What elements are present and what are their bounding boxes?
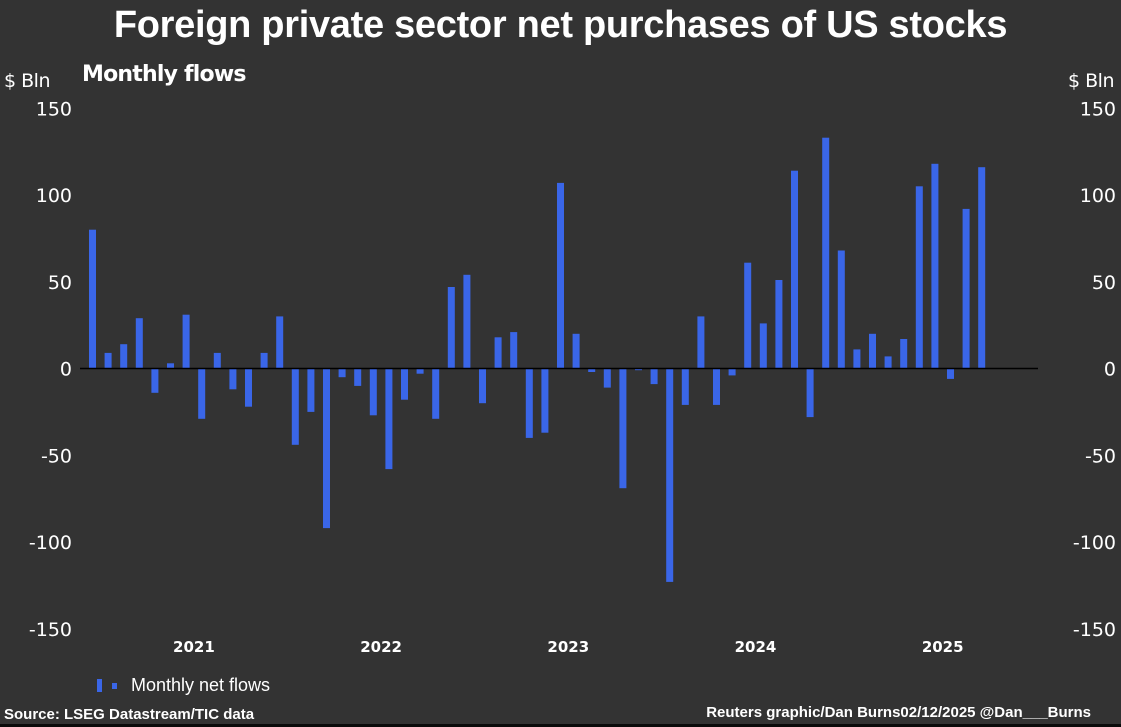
bar-2025-08 (962, 208, 970, 369)
x-tick-label-2025: 2025 (922, 638, 964, 656)
bar-2025-06 (931, 163, 939, 369)
bar-2025-01 (853, 349, 861, 369)
bar-2022-11 (447, 287, 455, 369)
bar-2024-08 (775, 280, 783, 369)
bar-2024-04 (713, 368, 720, 405)
bar-2021-12 (276, 316, 284, 369)
bar-2025-07 (947, 368, 954, 379)
bar-2024-06 (744, 262, 752, 369)
y-axis-left: 150 100 50 0 -50 -100 -150 (29, 98, 72, 641)
y-tick-label-right: 50 (1092, 272, 1116, 294)
bar-2023-11 (635, 368, 642, 371)
bar-2023-01 (479, 368, 486, 404)
bar-2021-07 (198, 368, 206, 419)
bar-2024-05 (728, 368, 736, 376)
bar-2023-07 (572, 333, 580, 369)
bar-2023-06 (557, 182, 564, 369)
bars-group (89, 137, 986, 582)
bar-2022-02 (307, 368, 315, 412)
y-tick-label-left: 150 (36, 98, 72, 120)
chart-title: Foreign private sector net purchases of … (113, 4, 1008, 46)
y-axis-unit-left: $ Bln (4, 70, 50, 92)
y-tick-label-right: -150 (1073, 619, 1116, 641)
y-tick-label-right: 100 (1080, 185, 1116, 207)
bar-2021-06 (182, 314, 190, 369)
bar-2022-07 (385, 368, 393, 470)
bar-2022-04 (338, 368, 346, 378)
y-tick-label-left: 50 (48, 272, 72, 294)
bar-2025-02 (869, 333, 876, 369)
x-axis: 2021 2022 2023 2024 2025 (173, 638, 964, 656)
bar-2025-05 (915, 186, 923, 369)
bar-2024-09 (791, 170, 798, 369)
bar-2023-08 (588, 368, 596, 372)
bar-2021-04 (151, 368, 159, 393)
y-tick-label-left: -150 (29, 619, 72, 641)
bar-2024-03 (697, 316, 705, 369)
legend: Monthly net flows (97, 675, 270, 696)
bar-2024-10 (806, 368, 814, 418)
y-tick-label-left: 100 (36, 185, 72, 207)
bar-2022-03 (323, 368, 330, 529)
bar-2024-02 (681, 368, 689, 405)
y-axis-right: 150 100 50 0 -50 -100 -150 (1073, 98, 1116, 641)
bar-2024-07 (759, 323, 767, 369)
legend-swatch-small-icon (112, 682, 117, 689)
bar-2025-09 (978, 167, 986, 369)
bottom-strip (0, 724, 1121, 727)
legend-swatch-icon (97, 679, 102, 692)
credit-note: Reuters graphic/Dan Burns02/12/2025 @Dan… (706, 704, 1091, 721)
source-note: Source: LSEG Datastream/TIC data (4, 706, 255, 723)
bar-2023-09 (603, 368, 611, 388)
bar-2021-09 (229, 368, 237, 390)
x-tick-label-2022: 2022 (360, 638, 402, 656)
bar-2021-05 (167, 363, 174, 369)
bar-2021-08 (213, 352, 221, 369)
bar-2022-08 (401, 368, 408, 400)
bar-2025-04 (900, 339, 908, 369)
bar-2021-11 (260, 352, 268, 369)
bar-2024-01 (666, 368, 674, 582)
bar-2023-10 (619, 368, 627, 489)
y-tick-label-left: -100 (29, 532, 72, 554)
bar-2023-04 (525, 368, 533, 438)
bar-2022-12 (463, 274, 471, 369)
y-tick-label-right: -50 (1085, 445, 1116, 467)
chart-subtitle: Monthly flows (82, 62, 246, 87)
y-axis-unit-right: $ Bln (1068, 70, 1114, 92)
y-tick-label-left: -50 (41, 445, 72, 467)
bar-2023-02 (494, 337, 502, 369)
y-tick-label-right: 150 (1080, 98, 1116, 120)
bar-2023-05 (541, 368, 549, 433)
bar-2023-03 (510, 332, 518, 369)
bar-2022-06 (369, 368, 377, 416)
y-tick-label-left: 0 (60, 359, 72, 381)
bar-2021-02 (120, 344, 128, 369)
bar-2022-09 (416, 368, 424, 374)
x-tick-label-2021: 2021 (173, 638, 215, 656)
bar-2022-10 (432, 368, 440, 419)
x-tick-label-2023: 2023 (547, 638, 589, 656)
x-tick-label-2024: 2024 (735, 638, 777, 656)
bar-2022-05 (354, 368, 362, 386)
y-tick-label-right: 0 (1104, 359, 1116, 381)
bar-2024-11 (822, 137, 830, 369)
bar-2021-01 (104, 352, 112, 369)
y-tick-label-right: -100 (1073, 532, 1116, 554)
bar-2022-01 (291, 368, 299, 445)
bar-2020-12 (89, 229, 96, 369)
bar-2021-03 (135, 318, 143, 369)
bar-2023-12 (650, 368, 658, 385)
bar-2025-03 (884, 356, 892, 369)
bar-2024-12 (837, 250, 845, 369)
bar-2021-10 (245, 368, 252, 407)
legend-label: Monthly net flows (131, 675, 271, 695)
